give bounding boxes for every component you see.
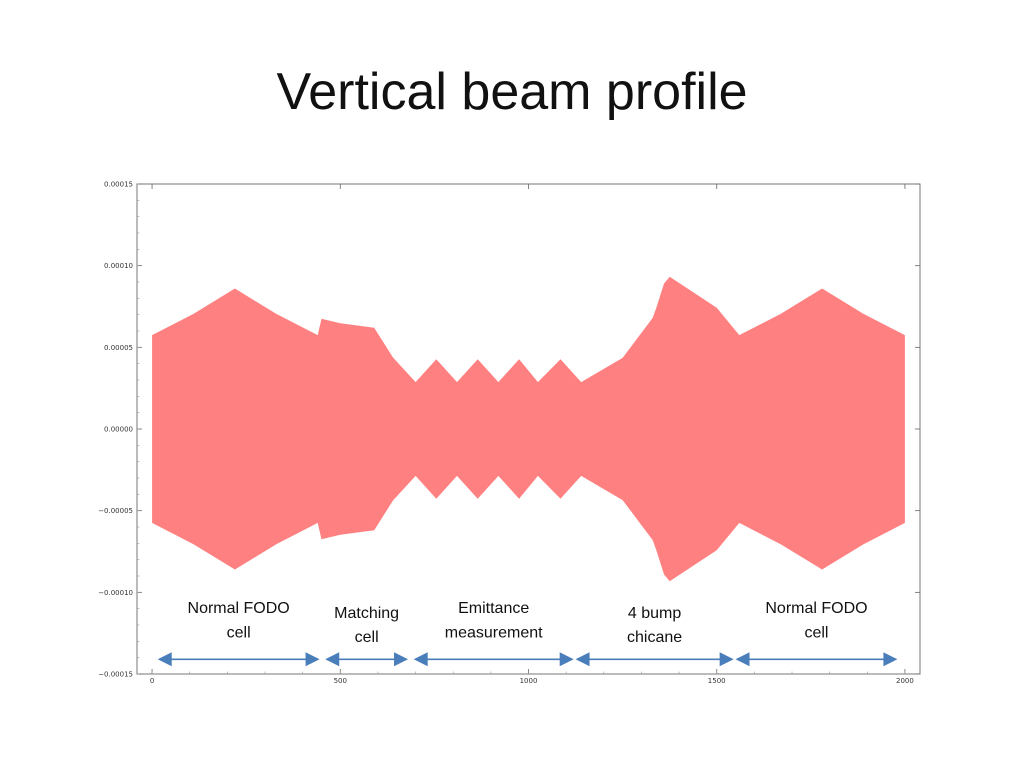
x-tick-label: 1500	[708, 677, 726, 685]
slide-title: Vertical beam profile	[276, 63, 748, 121]
region-arrow-head-left	[575, 652, 590, 667]
y-tick-label: −0.00010	[98, 589, 133, 597]
y-tick-label: 0.00010	[104, 262, 133, 270]
x-tick-label: 0	[150, 677, 154, 685]
region-arrow-head-left	[325, 652, 340, 667]
y-tick-label: −0.00015	[98, 671, 133, 679]
x-tick-label: 2000	[896, 677, 914, 685]
region-arrow-head-right	[305, 652, 320, 667]
x-tick-label: 1000	[520, 677, 538, 685]
region-label: Emittance	[458, 600, 529, 617]
region-label: 4 bump	[628, 605, 681, 622]
region-label: cell	[355, 629, 379, 646]
region-arrow-head-right	[883, 652, 898, 667]
region-label: chicane	[627, 629, 682, 646]
region-arrow-head-left	[157, 652, 172, 667]
y-tick-label: −0.00005	[98, 507, 133, 515]
region-label: measurement	[445, 624, 543, 641]
region-label: Normal FODO	[765, 600, 867, 617]
y-tick-label: 0.00000	[104, 426, 133, 434]
region-arrow-head-right	[559, 652, 574, 667]
region-label: Normal FODO	[188, 600, 290, 617]
region-label: cell	[804, 624, 828, 641]
region-arrow-head-right	[719, 652, 734, 667]
region-arrow-head-left	[413, 652, 428, 667]
region-arrow-head-left	[735, 652, 750, 667]
x-tick-label: 500	[334, 677, 347, 685]
y-tick-label: 0.00005	[104, 344, 133, 352]
y-tick-label: 0.00015	[104, 181, 133, 189]
region-label: cell	[227, 624, 251, 641]
region-arrow-head-right	[394, 652, 409, 667]
region-label: Matching	[334, 605, 399, 622]
beam-envelope-area	[152, 276, 905, 582]
